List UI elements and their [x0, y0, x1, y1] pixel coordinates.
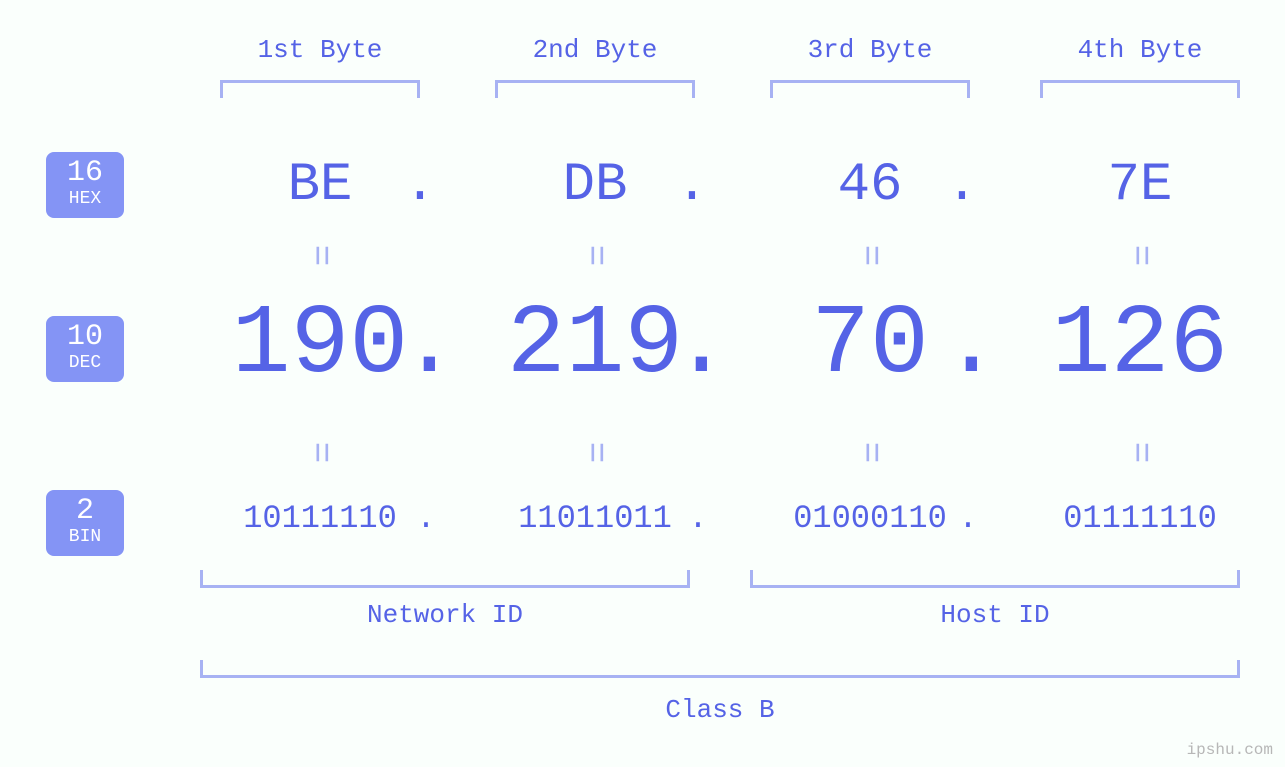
hex-byte-4: 7E	[1020, 155, 1260, 216]
badge-dec-num: 10	[46, 322, 124, 352]
hex-dot-1: .	[400, 155, 440, 216]
badge-bin-label: BIN	[46, 528, 124, 548]
eq-dec-bin-1: =	[300, 433, 341, 473]
label-host-id: Host ID	[750, 600, 1240, 630]
byte-label-3: 3rd Byte	[750, 35, 990, 65]
top-bracket-3	[770, 80, 970, 98]
label-network-id: Network ID	[200, 600, 690, 630]
dec-dot-1: .	[400, 290, 440, 401]
bin-dot-3: .	[948, 500, 988, 537]
bin-dot-1: .	[406, 500, 446, 537]
dec-byte-4: 126	[1020, 290, 1260, 401]
bracket-host-id	[750, 570, 1240, 588]
byte-label-4: 4th Byte	[1020, 35, 1260, 65]
badge-hex: 16 HEX	[46, 152, 124, 218]
bin-byte-4: 01111110	[1010, 500, 1270, 537]
badge-hex-label: HEX	[46, 190, 124, 210]
hex-dot-2: .	[672, 155, 712, 216]
eq-dec-bin-4: =	[1120, 433, 1161, 473]
eq-hex-dec-2: =	[575, 236, 616, 276]
top-bracket-2	[495, 80, 695, 98]
badge-dec: 10 DEC	[46, 316, 124, 382]
byte-label-2: 2nd Byte	[475, 35, 715, 65]
bin-dot-2: .	[678, 500, 718, 537]
dec-dot-3: .	[942, 290, 982, 401]
watermark: ipshu.com	[1187, 741, 1273, 759]
badge-dec-label: DEC	[46, 354, 124, 374]
badge-hex-num: 16	[46, 158, 124, 188]
eq-hex-dec-4: =	[1120, 236, 1161, 276]
badge-bin-num: 2	[46, 496, 124, 526]
hex-dot-3: .	[942, 155, 982, 216]
bracket-network-id	[200, 570, 690, 588]
eq-dec-bin-2: =	[575, 433, 616, 473]
top-bracket-1	[220, 80, 420, 98]
byte-label-1: 1st Byte	[200, 35, 440, 65]
label-class: Class B	[200, 695, 1240, 725]
eq-hex-dec-1: =	[300, 236, 341, 276]
eq-hex-dec-3: =	[850, 236, 891, 276]
ip-diagram: 1st Byte 2nd Byte 3rd Byte 4th Byte 16 H…	[0, 0, 1285, 767]
bracket-class	[200, 660, 1240, 678]
dec-dot-2: .	[672, 290, 712, 401]
eq-dec-bin-3: =	[850, 433, 891, 473]
badge-bin: 2 BIN	[46, 490, 124, 556]
top-bracket-4	[1040, 80, 1240, 98]
